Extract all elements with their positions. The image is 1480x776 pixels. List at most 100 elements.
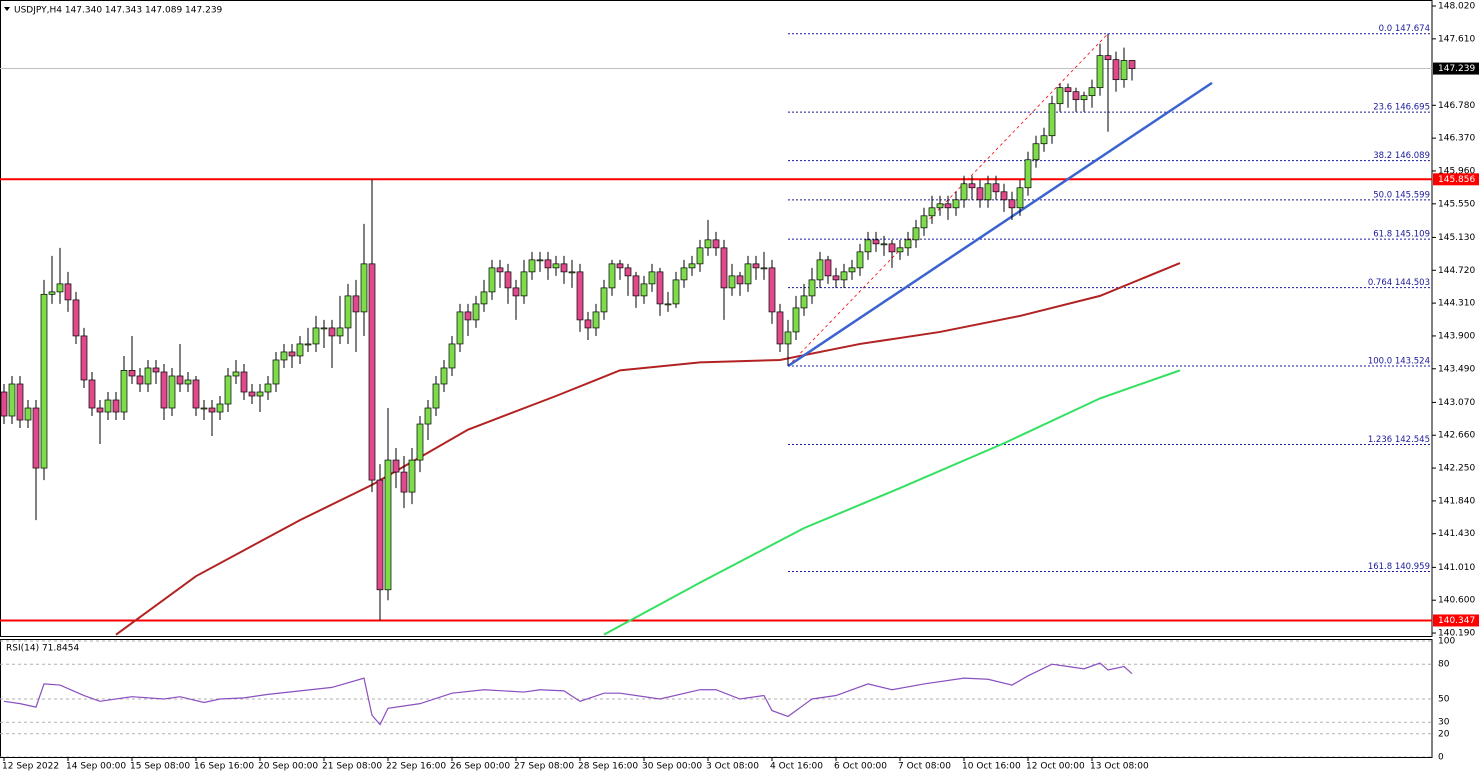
candle-body — [416, 423, 424, 461]
y-tick-label: 148.020 — [1438, 2, 1475, 12]
price-panel-frame — [0, 0, 1433, 637]
candle-body — [1048, 103, 1056, 137]
candle-body — [584, 319, 592, 329]
candle-body — [1040, 135, 1048, 145]
x-tick-label: 7 Oct 08:00 — [898, 762, 951, 772]
candle-body — [800, 295, 808, 309]
candle-body — [776, 311, 784, 345]
candle-body — [1064, 87, 1072, 93]
rsi-tick-label: 80 — [1438, 660, 1450, 670]
candle-body — [208, 407, 216, 413]
y-tick-label: 144.720 — [1438, 266, 1475, 276]
x-tick-label: 14 Sep 00:00 — [66, 762, 126, 772]
price-level-label: 145.856 — [1438, 175, 1475, 185]
fib-label: 161.8 140.959 — [1368, 562, 1430, 572]
candle-body — [912, 227, 920, 241]
rsi-tick-label: 20 — [1438, 729, 1450, 739]
candle-body — [936, 203, 944, 209]
y-tick-label: 141.010 — [1438, 563, 1475, 573]
candle-body — [32, 407, 40, 469]
candle-body — [264, 383, 272, 393]
candle-body — [560, 263, 568, 273]
rsi-tick-label: 30 — [1438, 718, 1450, 728]
candle-body — [1112, 59, 1120, 81]
x-tick-label: 4 Oct 16:00 — [770, 762, 823, 772]
candle-body — [1072, 91, 1080, 101]
candle-body — [256, 391, 264, 397]
candle-body — [336, 327, 344, 337]
candle-body — [592, 311, 600, 329]
price-level-box — [1433, 62, 1479, 75]
candle-body — [960, 183, 968, 201]
candle-body — [952, 199, 960, 209]
y-tick-label: 140.190 — [1438, 629, 1475, 639]
candle-body — [144, 367, 152, 385]
candle-body — [288, 351, 296, 357]
x-tick-label: 12 Oct 00:00 — [1026, 762, 1085, 772]
x-tick-label: 28 Sep 16:00 — [578, 762, 638, 772]
candle-body — [728, 275, 736, 289]
candle-body — [992, 183, 1000, 193]
candle-body — [904, 239, 912, 249]
rsi-plot — [0, 640, 1432, 757]
y-tick-label: 146.370 — [1438, 134, 1475, 144]
x-tick-label: 21 Sep 08:00 — [322, 762, 382, 772]
fib-label: 0.764 144.503 — [1368, 278, 1430, 288]
candle-body — [344, 295, 352, 329]
candle-body — [16, 383, 24, 421]
candle-body — [552, 263, 560, 269]
candle-body — [608, 263, 616, 289]
y-tick-label: 147.610 — [1438, 34, 1475, 44]
candle-body — [240, 371, 248, 393]
candle-body — [680, 267, 688, 281]
candle-body — [472, 303, 480, 321]
candle-body — [400, 471, 408, 493]
candle-body — [80, 335, 88, 381]
candle-body — [744, 263, 752, 285]
x-tick-label: 16 Sep 16:00 — [194, 762, 254, 772]
price-level-box — [1433, 614, 1479, 627]
candle-body — [768, 267, 776, 313]
candle-body — [840, 271, 848, 281]
candle-body — [1088, 87, 1096, 97]
candle-body — [528, 259, 536, 273]
candle-body — [376, 479, 384, 591]
candle-body — [512, 287, 520, 297]
candle-body — [488, 267, 496, 293]
candle-body — [736, 275, 744, 285]
trendline — [787, 81, 1213, 368]
candle-body — [760, 267, 768, 270]
candle-body — [248, 391, 256, 397]
candle-body — [1056, 87, 1064, 105]
x-tick-label: 12 Sep 2022 — [2, 762, 59, 772]
menu-arrow[interactable] — [4, 7, 10, 11]
candle-body — [168, 375, 176, 409]
x-tick-label: 20 Sep 00:00 — [258, 762, 318, 772]
candle-body — [1032, 143, 1040, 161]
candle-body — [192, 379, 200, 409]
price-level-label: 140.347 — [1438, 616, 1475, 626]
candle-body — [520, 271, 528, 297]
candle-body — [496, 267, 504, 273]
candle-body — [384, 459, 392, 591]
candle-body — [8, 383, 16, 417]
fib-label: 100.0 143.524 — [1368, 357, 1430, 367]
candle-body — [200, 407, 208, 410]
chart-header: USDJPY,H4 147.340 147.343 147.089 147.23… — [14, 6, 223, 16]
candle-body — [816, 259, 824, 281]
candle-body — [864, 239, 872, 253]
candle-body — [632, 275, 640, 297]
candle-body — [408, 459, 416, 493]
candle-body — [24, 407, 32, 421]
candle-body — [424, 407, 432, 425]
y-tick-label: 144.310 — [1438, 299, 1475, 309]
candle-body — [104, 399, 112, 413]
candle-body — [976, 187, 984, 201]
candle-body — [1120, 60, 1128, 81]
candle-body — [96, 407, 104, 413]
candle-body — [48, 291, 56, 295]
candle-body — [352, 295, 360, 313]
candle-body — [1000, 191, 1008, 201]
y-tick-label: 145.130 — [1438, 233, 1475, 243]
candle-body — [624, 267, 632, 277]
